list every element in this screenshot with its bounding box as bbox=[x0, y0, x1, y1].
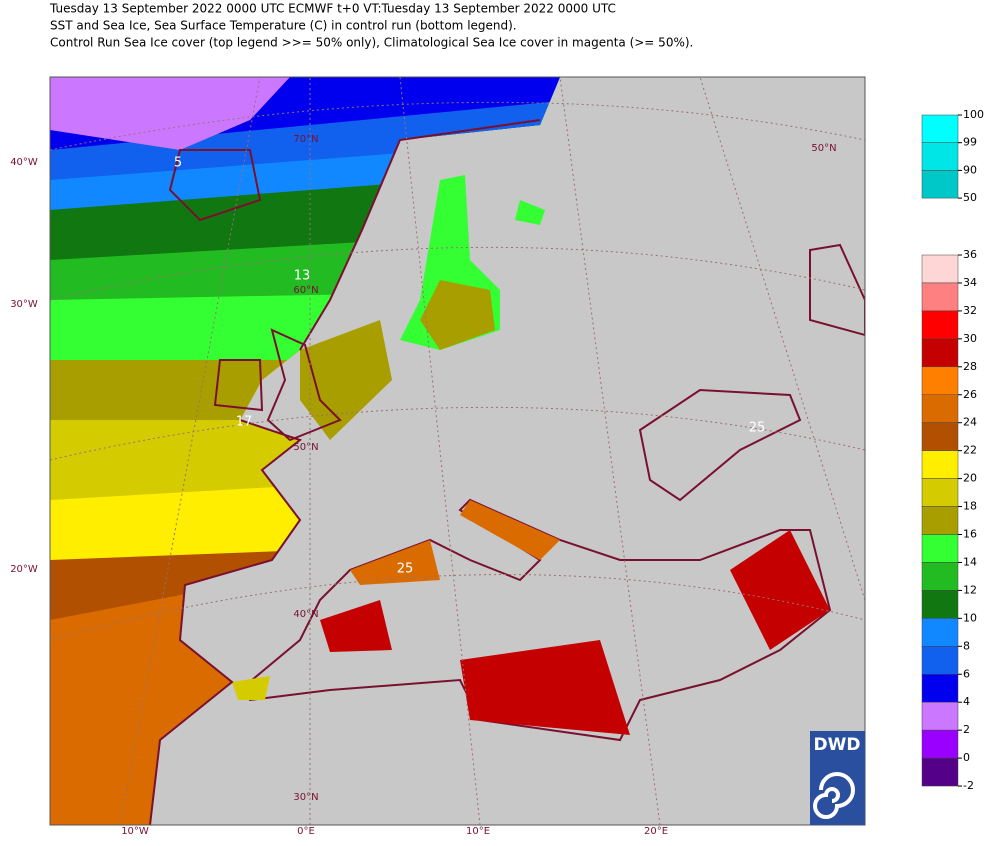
legend-box bbox=[921, 590, 959, 619]
legend-tick-label: 32 bbox=[963, 304, 977, 317]
legend-tick-label: 0 bbox=[963, 751, 970, 764]
legend-tick-label: 6 bbox=[963, 667, 970, 680]
header-line: Control Run Sea Ice cover (top legend >>… bbox=[50, 36, 693, 50]
legend-tick-label: 12 bbox=[963, 583, 977, 596]
lat-label: 50°N bbox=[293, 442, 318, 453]
header-line: Tuesday 13 September 2022 0000 UTC ECMWF… bbox=[49, 2, 616, 16]
legend-box bbox=[921, 310, 959, 340]
legend-box bbox=[921, 422, 959, 451]
legends: 1009990503634323028262422201816141210864… bbox=[921, 108, 984, 792]
lon-label: 30°W bbox=[10, 299, 38, 310]
lon-label: 0°E bbox=[297, 826, 315, 837]
legend-tick-label: 8 bbox=[963, 639, 970, 652]
contour-label: 25 bbox=[749, 421, 766, 436]
legend-tick-label: 100 bbox=[963, 108, 984, 121]
legend-box bbox=[921, 450, 959, 479]
legend-tick-label: 30 bbox=[963, 332, 977, 345]
legend-box bbox=[921, 338, 959, 368]
legend-tick-label: 10 bbox=[963, 611, 977, 624]
legend-box bbox=[921, 366, 959, 395]
legend-tick-label: 4 bbox=[963, 695, 970, 708]
legend-box bbox=[921, 674, 959, 703]
legend-tick-label: 36 bbox=[963, 248, 977, 261]
legend-tick-label: 18 bbox=[963, 500, 977, 513]
lon-label: 10°E bbox=[466, 826, 490, 837]
lon-label: 40°W bbox=[10, 157, 38, 168]
legend-tick-label: 2 bbox=[963, 723, 970, 736]
lat-label: 50°N bbox=[811, 143, 836, 154]
legend-tick-label: 50 bbox=[963, 191, 977, 204]
legend-box bbox=[921, 394, 959, 423]
legend-box bbox=[921, 646, 959, 675]
map-frame bbox=[49, 76, 866, 826]
header-line: SST and Sea Ice, Sea Surface Temperature… bbox=[50, 19, 517, 33]
legend-box bbox=[921, 114, 959, 143]
legend-tick-label: 16 bbox=[963, 528, 977, 541]
legend-tick-label: 34 bbox=[963, 276, 977, 289]
legend-tick-label: 20 bbox=[963, 472, 977, 485]
lat-label: 60°N bbox=[293, 285, 318, 296]
lat-label: 30°N bbox=[293, 792, 318, 803]
legend-tick-label: 24 bbox=[963, 416, 977, 429]
legend-box bbox=[921, 618, 959, 647]
legend-box bbox=[921, 254, 959, 284]
legend-tick-label: 90 bbox=[963, 163, 977, 176]
legend-tick-label: 26 bbox=[963, 388, 977, 401]
legend-box bbox=[921, 478, 959, 507]
lon-label: 10°W bbox=[121, 826, 149, 837]
map: 70°N 60°N 50°N 40°N 30°N 50°N 40°W 30°W … bbox=[10, 76, 866, 837]
legend-box bbox=[921, 282, 959, 312]
lon-label: 20°E bbox=[644, 826, 668, 837]
legend-tick-label: -2 bbox=[963, 779, 974, 792]
legend-tick-label: 28 bbox=[963, 360, 977, 373]
contour-label: 13 bbox=[294, 269, 311, 284]
legend-box bbox=[921, 506, 959, 535]
lat-label: 40°N bbox=[293, 609, 318, 620]
legend-box bbox=[921, 729, 959, 759]
legend-box bbox=[921, 170, 959, 199]
legend-box bbox=[921, 701, 959, 731]
lat-label: 70°N bbox=[293, 134, 318, 145]
legend-box bbox=[921, 534, 959, 563]
contour-label: 25 bbox=[397, 562, 414, 577]
contour-label: 5 bbox=[174, 156, 182, 171]
legend-box bbox=[921, 562, 959, 591]
legend-tick-label: 99 bbox=[963, 136, 977, 149]
legend-box bbox=[921, 142, 959, 171]
legend-tick-label: 14 bbox=[963, 555, 977, 568]
contour-label: 17 bbox=[236, 415, 253, 430]
legend-box bbox=[921, 757, 959, 787]
logo-swirl bbox=[813, 772, 855, 819]
lon-label: 20°W bbox=[10, 564, 38, 575]
legend-tick-label: 22 bbox=[963, 444, 977, 457]
logo-text: DWD bbox=[814, 735, 861, 755]
